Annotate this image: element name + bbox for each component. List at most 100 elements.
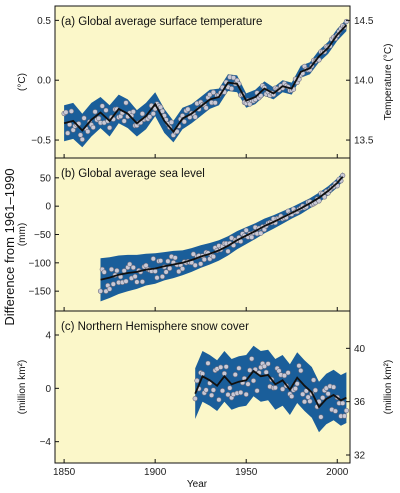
data-point	[77, 132, 84, 138]
data-point	[201, 256, 207, 263]
data-point	[90, 124, 96, 130]
data-point	[79, 136, 85, 142]
data-point	[99, 103, 105, 109]
data-point	[203, 105, 209, 111]
series-line	[63, 24, 348, 134]
data-point	[134, 279, 140, 285]
data-point	[106, 286, 113, 292]
plot-frame	[54, 310, 351, 464]
data-point	[289, 393, 295, 400]
data-point	[320, 395, 326, 401]
data-point	[258, 93, 264, 99]
y-axis-label: (million km²)	[17, 360, 28, 414]
shared-y-axis-label: Difference from 1961–1990	[2, 168, 17, 325]
data-point	[292, 386, 299, 392]
data-point	[179, 266, 186, 272]
data-point	[106, 125, 113, 131]
data-point	[123, 278, 129, 284]
x-axis-label: Year	[187, 479, 208, 490]
data-point	[194, 378, 200, 384]
data-point	[92, 109, 98, 115]
y-tick-label: −4	[40, 437, 52, 448]
data-point	[210, 387, 216, 393]
data-point	[172, 255, 178, 261]
data-point	[192, 262, 198, 268]
panel-snow-cover: (c) Northern Hemisphere snow cover −4 0 4 (m…	[17, 310, 394, 464]
y-tick-label: −0.5	[31, 136, 51, 147]
data-point	[229, 85, 235, 92]
data-point	[296, 363, 302, 369]
data-point	[218, 364, 224, 370]
data-point	[190, 251, 196, 257]
data-point	[227, 385, 233, 391]
data-point	[159, 108, 165, 114]
data-point	[341, 413, 348, 419]
y-tick-label: 50	[40, 173, 52, 184]
data-point	[165, 258, 171, 264]
series-line	[100, 176, 344, 281]
data-point	[198, 261, 204, 267]
y-tick-label: −50	[34, 230, 51, 241]
data-point	[303, 388, 309, 394]
plot-background	[55, 6, 350, 158]
data-point	[265, 361, 271, 367]
data-point	[110, 281, 116, 287]
data-point	[123, 100, 129, 106]
panel-title: (b) Global average sea level	[61, 168, 205, 180]
data-point	[300, 391, 306, 397]
data-point	[103, 288, 109, 294]
panel-temperature: (a) Global average surface temperature −0…	[17, 5, 394, 159]
y-axis-label: (°C)	[17, 73, 28, 91]
data-point	[68, 108, 74, 114]
data-point	[114, 268, 120, 274]
data-point	[65, 130, 71, 136]
data-point	[139, 111, 145, 117]
data-point	[108, 266, 115, 273]
data-point	[298, 368, 304, 374]
data-point	[127, 261, 133, 267]
data-point	[216, 397, 222, 403]
data-point	[121, 118, 127, 124]
data-point	[236, 365, 242, 371]
data-point	[85, 128, 91, 135]
y2-axis-label: Temperature (°C)	[383, 44, 394, 121]
y-tick-label: 0	[45, 202, 51, 213]
data-point	[174, 128, 180, 135]
data-point	[312, 387, 319, 393]
y2-tick-label: 40	[354, 344, 366, 355]
data-point	[301, 399, 308, 405]
data-point	[261, 363, 268, 369]
y-tick-label: 4	[45, 331, 51, 342]
data-point	[150, 111, 156, 117]
data-point	[205, 360, 211, 366]
chart-panels: (a) Global average surface temperature −0…	[17, 5, 394, 478]
data-point	[185, 106, 191, 112]
x-tick-label: 1950	[235, 467, 258, 478]
data-point	[223, 364, 229, 370]
panel-title: (c) Northern Hemisphere snow cover	[61, 321, 249, 333]
data-point	[243, 227, 249, 233]
data-point	[219, 388, 226, 394]
data-point	[103, 107, 109, 113]
data-point	[254, 388, 260, 394]
uncertainty-band	[100, 172, 343, 302]
panel-sea-level: (b) Global average sea level −150 −100 −50 0…	[17, 157, 351, 312]
data-point	[150, 256, 156, 262]
data-point	[245, 381, 251, 387]
y-tick-label: −100	[28, 258, 51, 269]
y-tick-label: 0.0	[37, 76, 51, 87]
data-point	[249, 234, 255, 240]
data-point	[159, 274, 165, 280]
data-point	[81, 115, 87, 121]
data-point	[294, 381, 300, 387]
data-point	[343, 408, 350, 414]
data-point	[281, 373, 288, 379]
data-point	[163, 269, 169, 275]
data-point	[225, 392, 231, 398]
data-point	[210, 89, 216, 95]
data-point	[132, 273, 138, 280]
data-point	[130, 109, 136, 115]
data-point	[331, 384, 337, 390]
data-point	[158, 258, 164, 264]
x-tick-label: 1900	[144, 467, 167, 478]
